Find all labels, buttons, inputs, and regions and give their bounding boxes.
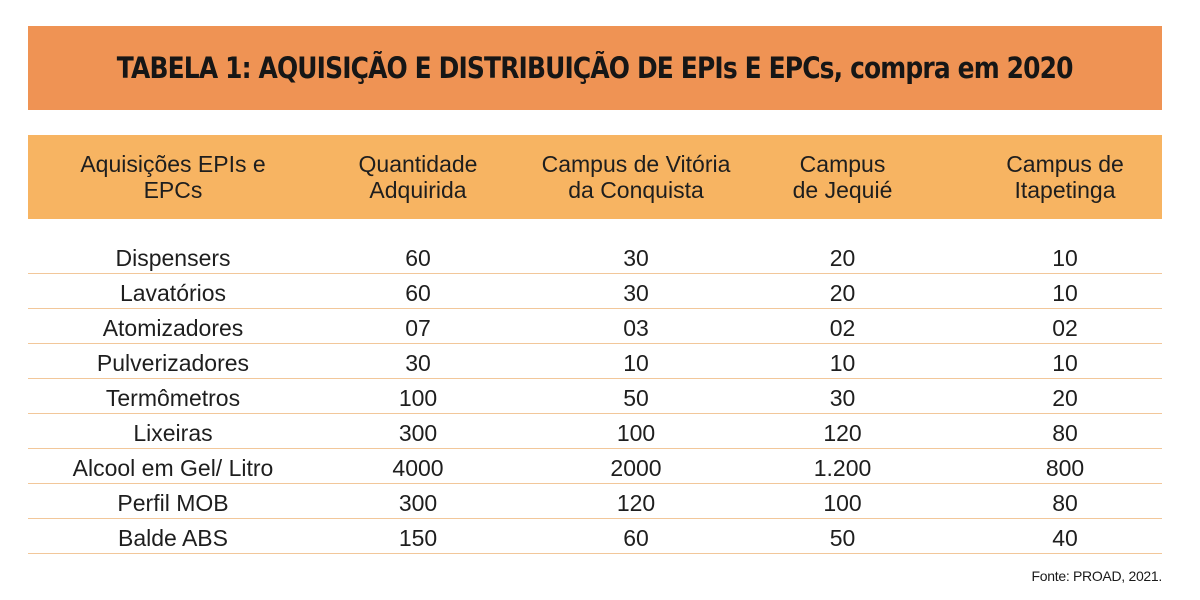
quantity-cell: 60: [405, 245, 431, 271]
table-title: TABELA 1: AQUISIÇÃO E DISTRIBUIÇÃO DE EP…: [117, 51, 1074, 85]
table-row: Dispensers 60 30 20 10: [28, 239, 1162, 274]
header-cell-vitoria-da-conquista: Campus de Vitória da Conquista: [541, 151, 731, 203]
vitoria-da-conquista-cell: 2000: [610, 455, 662, 481]
quantity-cell: 60: [405, 280, 431, 306]
header-cell-acquisitions: Aquisições EPIs e EPCs: [80, 151, 266, 203]
table-row: Alcool em Gel/ Litro 4000 2000 1.200 800: [28, 449, 1162, 484]
itapetinga-cell: 80: [1052, 420, 1078, 446]
vitoria-da-conquista-cell: 30: [623, 280, 649, 306]
item-name-cell: Perfil MOB: [117, 490, 229, 516]
table-row: Balde ABS 150 60 50 40: [28, 519, 1162, 554]
jequie-cell: 30: [829, 385, 856, 411]
table-row: Perfil MOB 300 120 100 80: [28, 484, 1162, 519]
jequie-cell: 1.200: [813, 455, 872, 481]
table-row: Atomizadores 07 03 02 02: [28, 309, 1162, 344]
jequie-cell: 120: [823, 420, 862, 446]
vitoria-da-conquista-cell: 10: [623, 350, 649, 376]
itapetinga-cell: 10: [1052, 280, 1078, 306]
item-name-cell: Atomizadores: [102, 315, 244, 341]
jequie-cell: 10: [829, 350, 856, 376]
item-name-cell: Dispensers: [115, 245, 231, 271]
itapetinga-cell: 10: [1052, 350, 1078, 376]
quantity-cell: 300: [398, 420, 438, 446]
quantity-cell: 4000: [392, 455, 444, 481]
jequie-cell: 02: [829, 315, 856, 341]
itapetinga-cell: 20: [1052, 385, 1078, 411]
vitoria-da-conquista-cell: 60: [623, 525, 649, 551]
vitoria-da-conquista-cell: 03: [623, 315, 649, 341]
table-row: Pulverizadores 30 10 10 10: [28, 344, 1162, 379]
vitoria-da-conquista-cell: 120: [616, 490, 656, 516]
itapetinga-cell: 10: [1052, 245, 1078, 271]
table-row: Lavatórios 60 30 20 10: [28, 274, 1162, 309]
itapetinga-cell: 80: [1052, 490, 1078, 516]
table-title-bar: TABELA 1: AQUISIÇÃO E DISTRIBUIÇÃO DE EP…: [28, 26, 1162, 110]
header-cell-itapetinga: Campus de Itapetinga: [1006, 151, 1124, 203]
jequie-cell: 50: [829, 525, 856, 551]
quantity-cell: 100: [398, 385, 438, 411]
item-name-cell: Lixeiras: [133, 420, 213, 446]
quantity-cell: 150: [398, 525, 438, 551]
vitoria-da-conquista-cell: 30: [623, 245, 649, 271]
vitoria-da-conquista-cell: 50: [623, 385, 649, 411]
table-row: Termômetros 100 50 30 20: [28, 379, 1162, 414]
jequie-cell: 20: [829, 280, 856, 306]
header-cell-jequie: Campus de Jequié: [792, 151, 893, 203]
itapetinga-cell: 40: [1052, 525, 1078, 551]
jequie-cell: 20: [829, 245, 856, 271]
quantity-cell: 300: [398, 490, 438, 516]
item-name-cell: Lavatórios: [119, 280, 227, 306]
table-header-row: Aquisições EPIs e EPCs Quantidade Adquir…: [28, 135, 1162, 219]
vitoria-da-conquista-cell: 100: [616, 420, 656, 446]
jequie-cell: 100: [823, 490, 862, 516]
table-body: Dispensers 60 30 20 10 Lavatórios 60 30 …: [28, 239, 1162, 554]
quantity-cell: 07: [405, 315, 431, 341]
source-note: Fonte: PROAD, 2021.: [1031, 568, 1163, 584]
itapetinga-cell: 800: [1045, 455, 1085, 481]
itapetinga-cell: 02: [1052, 315, 1078, 341]
quantity-cell: 30: [405, 350, 431, 376]
item-name-cell: Alcool em Gel/ Litro: [72, 455, 274, 481]
table-row: Lixeiras 300 100 120 80: [28, 414, 1162, 449]
item-name-cell: Balde ABS: [118, 525, 228, 551]
header-cell-quantity: Quantidade Adquirida: [358, 151, 478, 203]
item-name-cell: Termômetros: [105, 385, 241, 411]
item-name-cell: Pulverizadores: [96, 350, 250, 376]
